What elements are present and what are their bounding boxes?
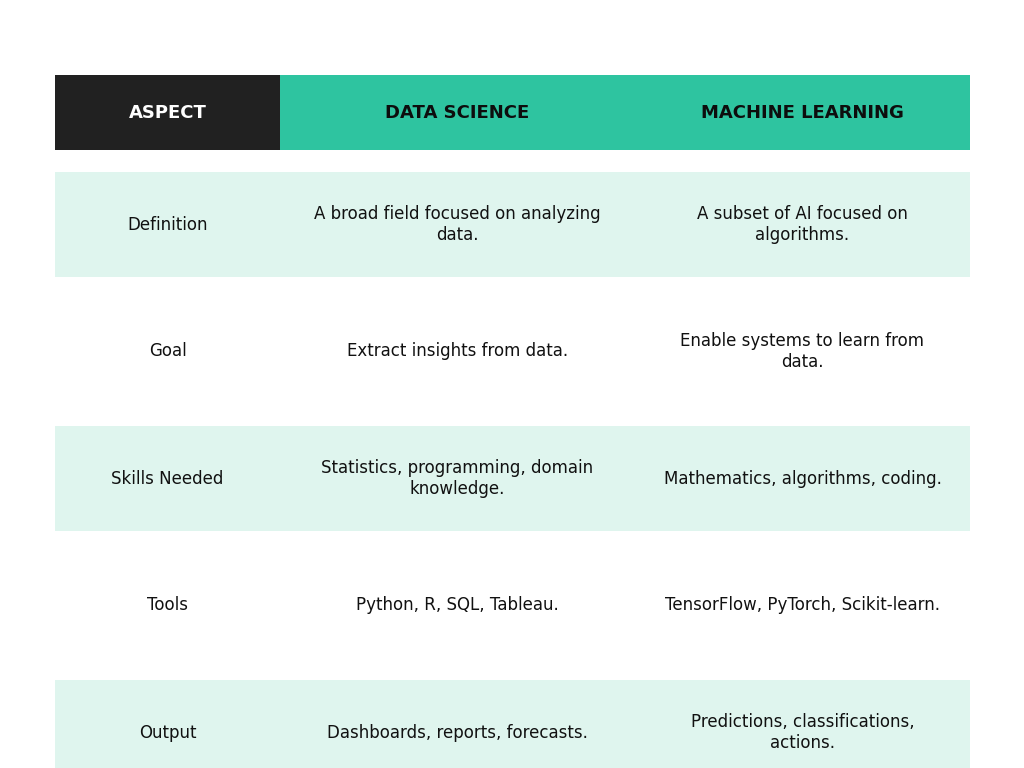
Text: DATA SCIENCE: DATA SCIENCE — [385, 104, 529, 121]
FancyBboxPatch shape — [280, 299, 635, 404]
FancyBboxPatch shape — [635, 299, 970, 404]
FancyBboxPatch shape — [55, 172, 280, 277]
FancyBboxPatch shape — [55, 680, 280, 768]
Text: A broad field focused on analyzing
data.: A broad field focused on analyzing data. — [314, 205, 601, 244]
Text: Skills Needed: Skills Needed — [112, 469, 223, 488]
Text: A subset of AI focused on
algorithms.: A subset of AI focused on algorithms. — [697, 205, 908, 244]
Text: MACHINE LEARNING: MACHINE LEARNING — [701, 104, 904, 121]
Text: Output: Output — [138, 723, 197, 741]
Text: Dashboards, reports, forecasts.: Dashboards, reports, forecasts. — [327, 723, 588, 741]
FancyBboxPatch shape — [280, 172, 635, 277]
Text: ASPECT: ASPECT — [129, 104, 207, 121]
FancyBboxPatch shape — [280, 553, 635, 658]
FancyBboxPatch shape — [55, 426, 280, 531]
FancyBboxPatch shape — [55, 553, 280, 658]
Text: Statistics, programming, domain
knowledge.: Statistics, programming, domain knowledg… — [322, 459, 594, 498]
Text: Enable systems to learn from
data.: Enable systems to learn from data. — [681, 332, 925, 371]
FancyBboxPatch shape — [635, 426, 970, 531]
FancyBboxPatch shape — [635, 75, 970, 150]
Text: Tools: Tools — [147, 597, 188, 614]
Text: Predictions, classifications,
actions.: Predictions, classifications, actions. — [690, 713, 914, 752]
Text: Python, R, SQL, Tableau.: Python, R, SQL, Tableau. — [356, 597, 559, 614]
Text: Definition: Definition — [127, 216, 208, 233]
Text: TensorFlow, PyTorch, Scikit-learn.: TensorFlow, PyTorch, Scikit-learn. — [665, 597, 940, 614]
Text: Extract insights from data.: Extract insights from data. — [347, 343, 568, 360]
FancyBboxPatch shape — [55, 75, 280, 150]
FancyBboxPatch shape — [280, 680, 635, 768]
FancyBboxPatch shape — [635, 172, 970, 277]
Text: Mathematics, algorithms, coding.: Mathematics, algorithms, coding. — [664, 469, 941, 488]
FancyBboxPatch shape — [280, 426, 635, 531]
FancyBboxPatch shape — [55, 299, 280, 404]
FancyBboxPatch shape — [635, 680, 970, 768]
FancyBboxPatch shape — [280, 75, 635, 150]
Text: Goal: Goal — [148, 343, 186, 360]
FancyBboxPatch shape — [635, 553, 970, 658]
